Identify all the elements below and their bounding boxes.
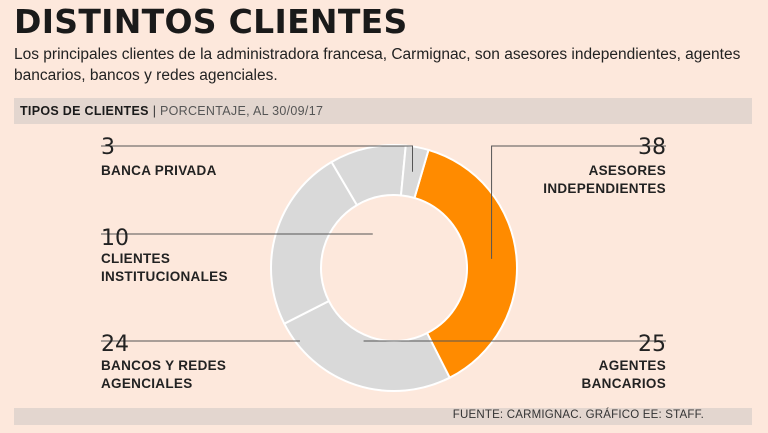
- slice-category-label: INSTITUCIONALES: [101, 269, 228, 284]
- slice-category-label: ASESORES: [589, 163, 666, 178]
- subtitle: Los principales clientes de la administr…: [14, 46, 741, 84]
- leader-line: [101, 145, 414, 172]
- chart-header: TIPOS DE CLIENTES | PORCENTAJE, AL 30/09…: [14, 98, 752, 124]
- slice-category-label: BANCOS Y REDES: [101, 358, 226, 373]
- chart-header-label: TIPOS DE CLIENTES: [20, 104, 149, 118]
- chart-header-detail: PORCENTAJE, AL 30/09/17: [159, 104, 324, 118]
- chart-header-separator: |: [152, 104, 156, 118]
- slice-value-label: 24: [101, 332, 129, 357]
- donut-slice: [270, 160, 359, 326]
- slice-value-label: 3: [101, 135, 115, 160]
- slice-category-label: CLIENTES: [101, 251, 170, 266]
- slice-category-label: BANCARIOS: [582, 376, 666, 391]
- slice-category-label: INDEPENDIENTES: [543, 181, 666, 196]
- donut-slice: [399, 144, 430, 200]
- donut-slice: [282, 299, 452, 392]
- leader-line: [491, 145, 666, 259]
- source-note: FUENTE: CARMIGNAC. GRÁFICO EE: STAFF.: [452, 409, 704, 421]
- page-title: DISTINTOS CLIENTES: [14, 2, 408, 41]
- slice-category-label: BANCA PRIVADA: [101, 163, 217, 178]
- slice-value-label: 10: [101, 226, 129, 251]
- slice-category-label: AGENTES: [599, 358, 666, 373]
- slice-value-label: 38: [638, 135, 666, 160]
- slice-value-label: 25: [638, 332, 666, 357]
- slice-category-label: AGENCIALES: [101, 376, 193, 391]
- footer-band: FUENTE: CARMIGNAC. GRÁFICO EE: STAFF.: [14, 408, 752, 425]
